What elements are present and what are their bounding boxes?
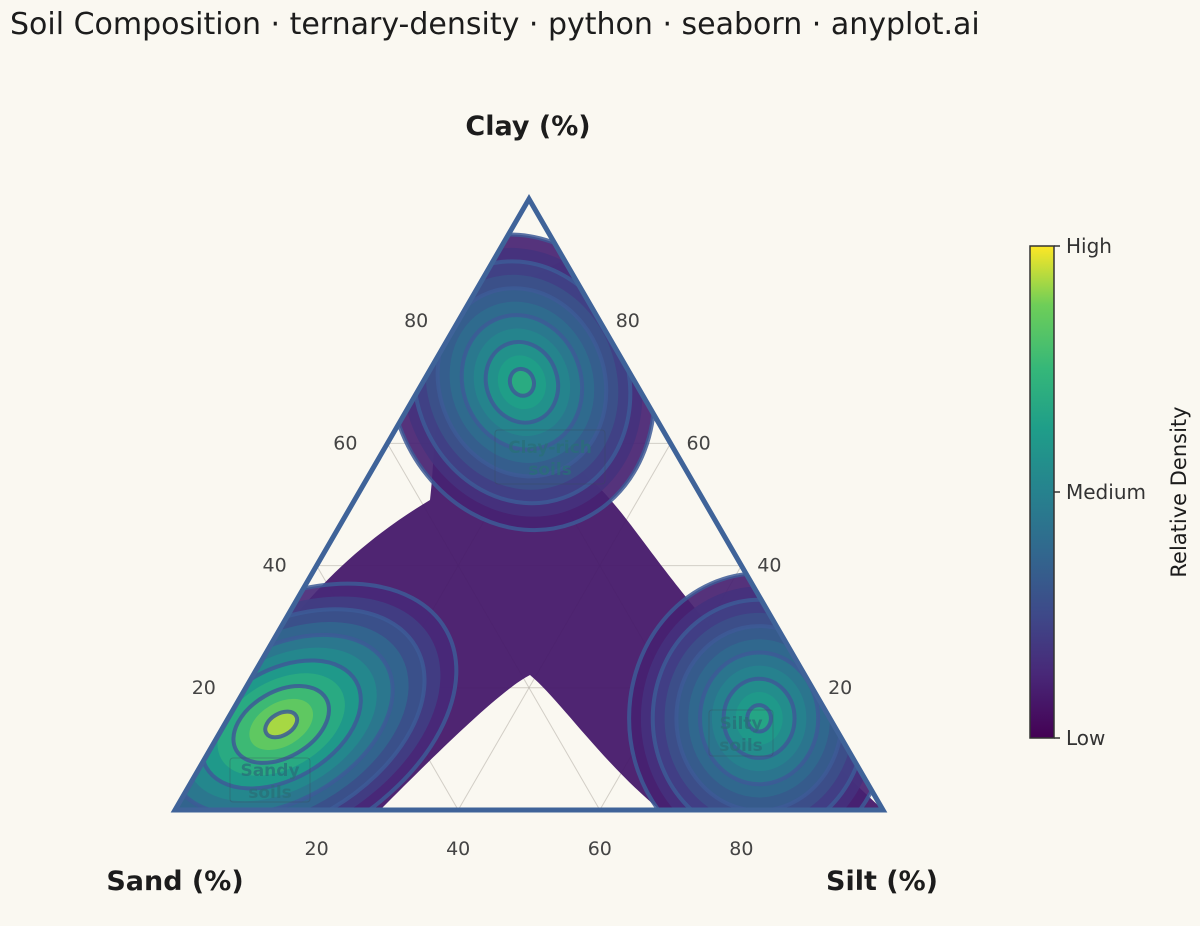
region-label-text: Sandy: [240, 761, 299, 781]
density-contour: [507, 366, 536, 398]
axis-title-silt: Silt (%): [826, 866, 938, 897]
tick-left: 20: [192, 677, 216, 699]
region-label-text: soils: [719, 736, 763, 756]
tick-bottom: 20: [305, 838, 329, 860]
region-label-text: Clay-rich: [508, 438, 592, 458]
tick-bottom: 80: [729, 838, 753, 860]
density-cluster: [387, 232, 657, 533]
axis-title-clay: Clay (%): [465, 111, 590, 142]
density-contour: [263, 709, 300, 740]
triangle-outline: [170, 194, 888, 813]
colorbar-tick-high: High: [1066, 234, 1112, 258]
axis-title-sand: Sand (%): [106, 866, 243, 897]
colorbar-tick-low: Low: [1066, 726, 1105, 750]
tick-bottom: 60: [588, 838, 612, 860]
region-label-text: soils: [248, 783, 292, 803]
tick-right: 20: [828, 677, 852, 699]
tick-right: 60: [687, 432, 711, 454]
colorbar-title: Relative Density: [1167, 406, 1191, 577]
chart-title: Soil Composition · ternary-density · pyt…: [10, 7, 980, 42]
tick-left: 80: [404, 310, 428, 332]
tick-left: 40: [263, 555, 287, 577]
tick-right: 40: [757, 555, 781, 577]
colorbar: High Medium Low Relative Density: [1029, 234, 1191, 750]
tick-right: 80: [616, 310, 640, 332]
colorbar-gradient: [1029, 245, 1055, 739]
region-label-text: Silty: [719, 714, 762, 734]
tick-bottom: 40: [446, 838, 470, 860]
tick-labels: 20 40 60 80 20 40 60 80 20 40 60 80: [192, 310, 853, 860]
density-contour: [745, 703, 773, 734]
region-label-text: soils: [528, 460, 572, 480]
colorbar-tick-medium: Medium: [1066, 480, 1146, 504]
tick-left: 60: [333, 432, 357, 454]
